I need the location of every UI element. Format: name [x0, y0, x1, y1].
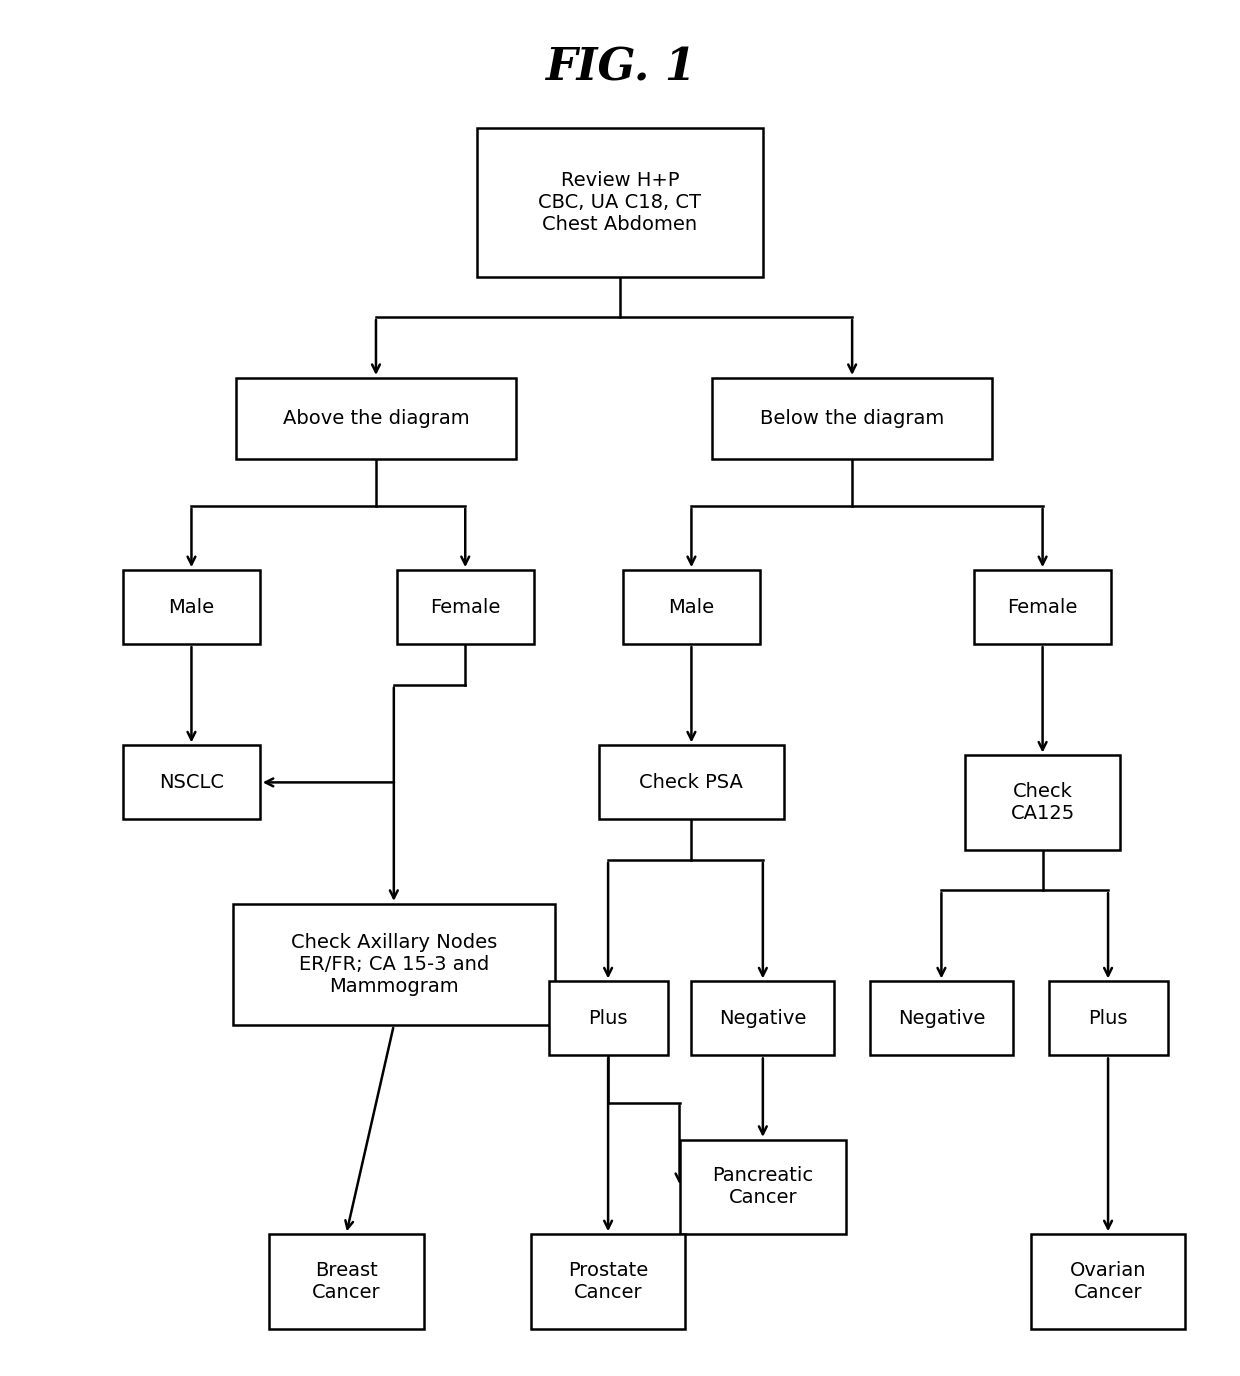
- Text: Check
CA125: Check CA125: [1011, 782, 1075, 823]
- FancyBboxPatch shape: [123, 746, 260, 820]
- FancyBboxPatch shape: [622, 570, 760, 644]
- Text: Breast
Cancer: Breast Cancer: [312, 1260, 381, 1302]
- FancyBboxPatch shape: [712, 378, 992, 458]
- FancyBboxPatch shape: [870, 981, 1013, 1055]
- Text: Negative: Negative: [898, 1009, 985, 1028]
- Text: Plus: Plus: [1089, 1009, 1128, 1028]
- Text: Pancreatic
Cancer: Pancreatic Cancer: [712, 1167, 813, 1207]
- FancyBboxPatch shape: [233, 904, 554, 1025]
- FancyBboxPatch shape: [975, 570, 1111, 644]
- Text: Prostate
Cancer: Prostate Cancer: [568, 1260, 649, 1302]
- Text: Check PSA: Check PSA: [640, 773, 743, 793]
- Text: NSCLC: NSCLC: [159, 773, 224, 793]
- FancyBboxPatch shape: [1049, 981, 1168, 1055]
- Text: Negative: Negative: [719, 1009, 806, 1028]
- FancyBboxPatch shape: [680, 1139, 846, 1234]
- Text: Female: Female: [1007, 597, 1078, 616]
- FancyBboxPatch shape: [531, 1234, 686, 1329]
- Text: Female: Female: [430, 597, 501, 616]
- FancyBboxPatch shape: [548, 981, 667, 1055]
- FancyBboxPatch shape: [599, 746, 784, 820]
- Text: Above the diagram: Above the diagram: [283, 409, 469, 428]
- FancyBboxPatch shape: [269, 1234, 424, 1329]
- Text: Ovarian
Cancer: Ovarian Cancer: [1070, 1260, 1146, 1302]
- Text: Male: Male: [668, 597, 714, 616]
- Text: FIG. 1: FIG. 1: [544, 47, 696, 89]
- Text: Below the diagram: Below the diagram: [760, 409, 944, 428]
- Text: Check Axillary Nodes
ER/FR; CA 15-3 and
Mammogram: Check Axillary Nodes ER/FR; CA 15-3 and …: [290, 933, 497, 996]
- FancyBboxPatch shape: [397, 570, 533, 644]
- FancyBboxPatch shape: [1030, 1234, 1185, 1329]
- Text: Male: Male: [169, 597, 215, 616]
- FancyBboxPatch shape: [965, 755, 1120, 850]
- FancyBboxPatch shape: [123, 570, 260, 644]
- FancyBboxPatch shape: [692, 981, 835, 1055]
- Text: Review H+P
CBC, UA C18, CT
Chest Abdomen: Review H+P CBC, UA C18, CT Chest Abdomen: [538, 171, 702, 234]
- FancyBboxPatch shape: [236, 378, 516, 458]
- FancyBboxPatch shape: [477, 128, 763, 277]
- Text: Plus: Plus: [588, 1009, 627, 1028]
